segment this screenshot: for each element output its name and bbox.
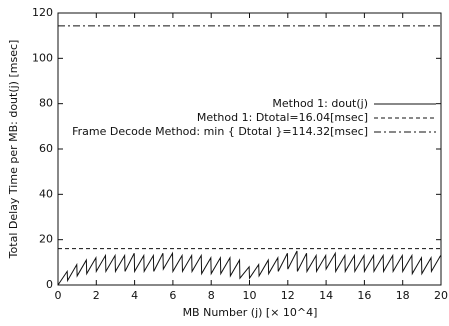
x-tick-label: 2 <box>93 289 100 302</box>
x-axis-label: MB Number (j) [× 10^4] <box>183 306 318 319</box>
plot-frame <box>57 12 442 286</box>
x-tick-label: 10 <box>243 289 257 302</box>
x-tick-label: 14 <box>319 289 333 302</box>
x-tick-label: 8 <box>208 289 215 302</box>
y-tick-label: 40 <box>39 187 53 200</box>
x-tick-label: 0 <box>55 289 62 302</box>
y-tick-label: 0 <box>46 278 53 291</box>
y-tick-label: 100 <box>32 51 53 64</box>
x-tick-label: 4 <box>131 289 138 302</box>
x-tick-label: 16 <box>357 289 371 302</box>
y-axis-label: Total Delay Time per MB: dout(j) [msec] <box>7 40 20 260</box>
legend-label: Method 1: dout(j) <box>272 97 368 110</box>
y-tick-label: 80 <box>39 97 53 110</box>
x-tick-label: 12 <box>281 289 295 302</box>
y-tick-label: 60 <box>39 142 53 155</box>
y-tick-label: 120 <box>32 6 53 19</box>
y-tick-label: 20 <box>39 233 53 246</box>
x-tick-label: 20 <box>434 289 448 302</box>
x-tick-label: 6 <box>169 289 176 302</box>
x-tick-label: 18 <box>396 289 410 302</box>
series-line <box>57 250 442 286</box>
legend-label: Method 1: Dtotal=16.04[msec] <box>197 111 368 124</box>
legend-label: Frame Decode Method: min { Dtotal }=114.… <box>72 125 368 138</box>
